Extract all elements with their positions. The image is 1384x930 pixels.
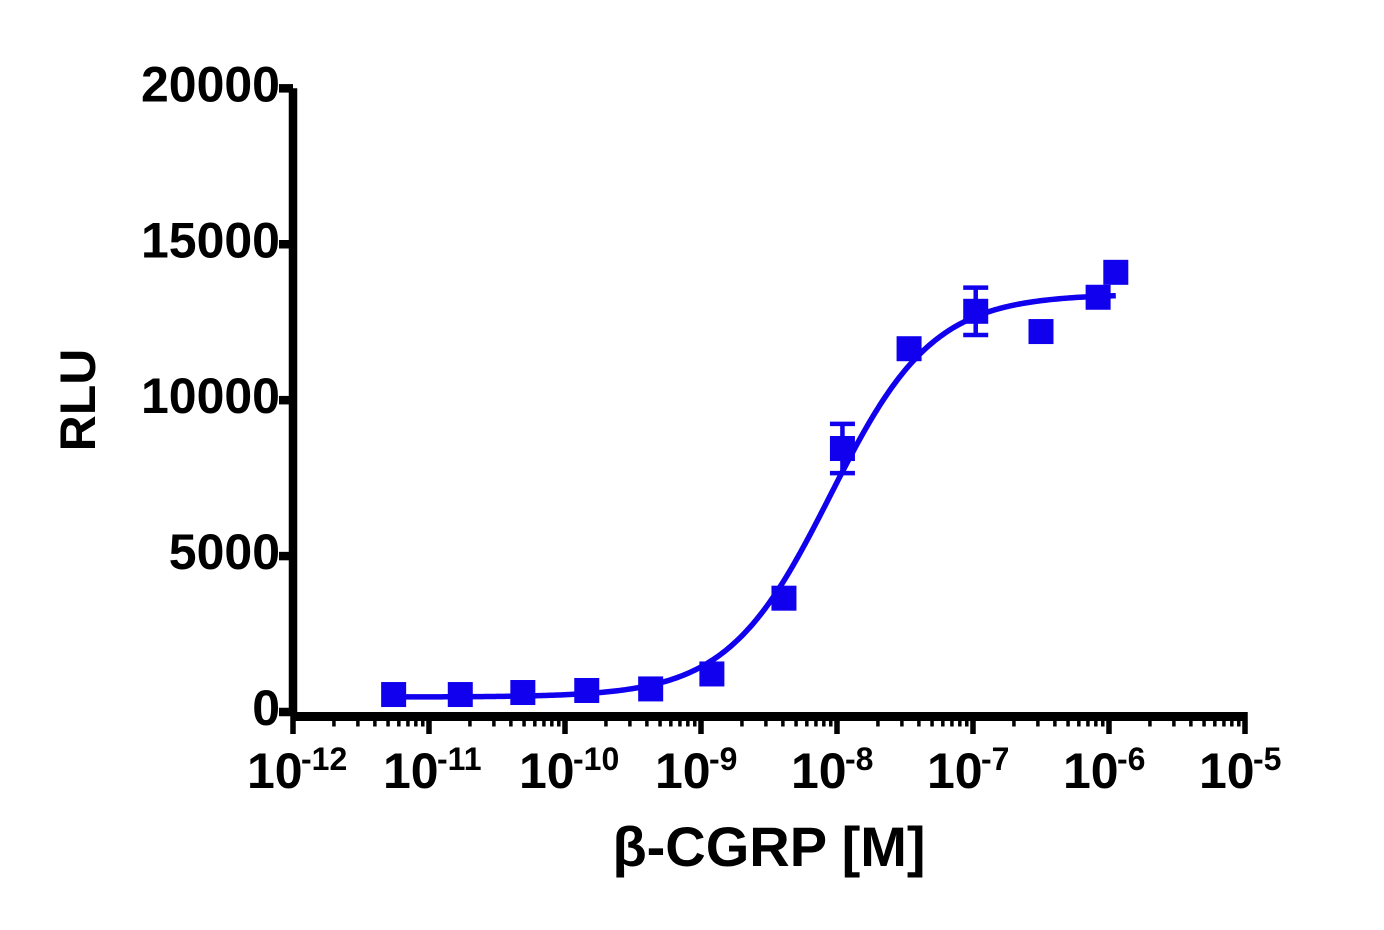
svg-text:-12: -12: [301, 741, 347, 777]
svg-text:-6: -6: [1117, 741, 1145, 777]
svg-text:10: 10: [927, 743, 983, 799]
svg-text:10: 10: [383, 743, 439, 799]
svg-text:-10: -10: [573, 741, 619, 777]
svg-text:10: 10: [1063, 743, 1119, 799]
svg-text:10: 10: [1199, 743, 1255, 799]
svg-text:15000: 15000: [141, 212, 280, 268]
svg-text:-9: -9: [709, 741, 737, 777]
svg-text:10: 10: [655, 743, 711, 799]
svg-text:5000: 5000: [169, 524, 280, 580]
svg-text:10: 10: [791, 743, 847, 799]
svg-text:10000: 10000: [141, 368, 280, 424]
svg-text:20000: 20000: [141, 56, 280, 112]
svg-text:-7: -7: [981, 741, 1009, 777]
svg-text:10: 10: [519, 743, 575, 799]
svg-text:10: 10: [247, 743, 303, 799]
svg-text:RLU: RLU: [50, 349, 106, 452]
svg-text:-5: -5: [1253, 741, 1281, 777]
svg-text:-8: -8: [845, 741, 873, 777]
svg-text:0: 0: [252, 680, 280, 736]
svg-text:β-CGRP [M]: β-CGRP [M]: [612, 815, 925, 878]
svg-text:-11: -11: [437, 741, 481, 777]
